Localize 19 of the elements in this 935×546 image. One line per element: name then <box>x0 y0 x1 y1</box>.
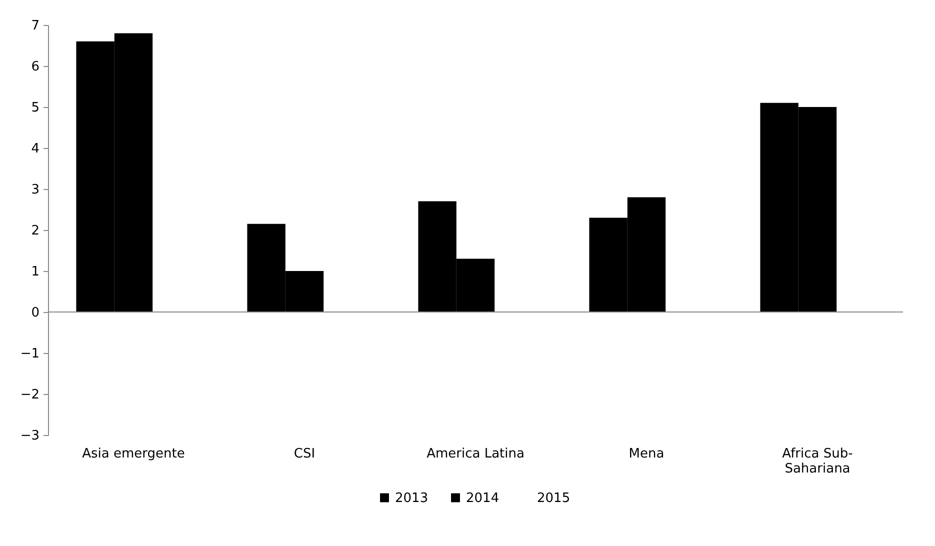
y-tick-label: −2 <box>20 388 40 402</box>
y-tick-label: 2 <box>31 224 40 238</box>
y-tick-label: 7 <box>31 18 40 34</box>
legend-label: 2014 <box>466 490 500 506</box>
legend-label: 2013 <box>395 490 428 506</box>
text: 2015 <box>537 490 570 506</box>
x-tick-label: America Latina <box>426 446 524 462</box>
x-tick-label: Mena <box>628 446 664 462</box>
y-tick-label: 3 <box>31 182 40 198</box>
y-tick-label: −1 <box>20 346 40 362</box>
y-tick-label: 4 <box>31 142 40 156</box>
y-tick-label: 1 <box>31 264 40 280</box>
y-tick-label: 6 <box>31 60 40 74</box>
x-tick-label: Africa Sub-Sahariana <box>782 446 854 476</box>
x-tick-label: CSI <box>294 446 316 462</box>
x-tick-label: Asia emergente <box>82 446 185 462</box>
y-tick-label: −3 <box>20 428 40 444</box>
y-tick-label: 5 <box>31 100 40 116</box>
y-tick-label: 0 <box>31 306 40 320</box>
